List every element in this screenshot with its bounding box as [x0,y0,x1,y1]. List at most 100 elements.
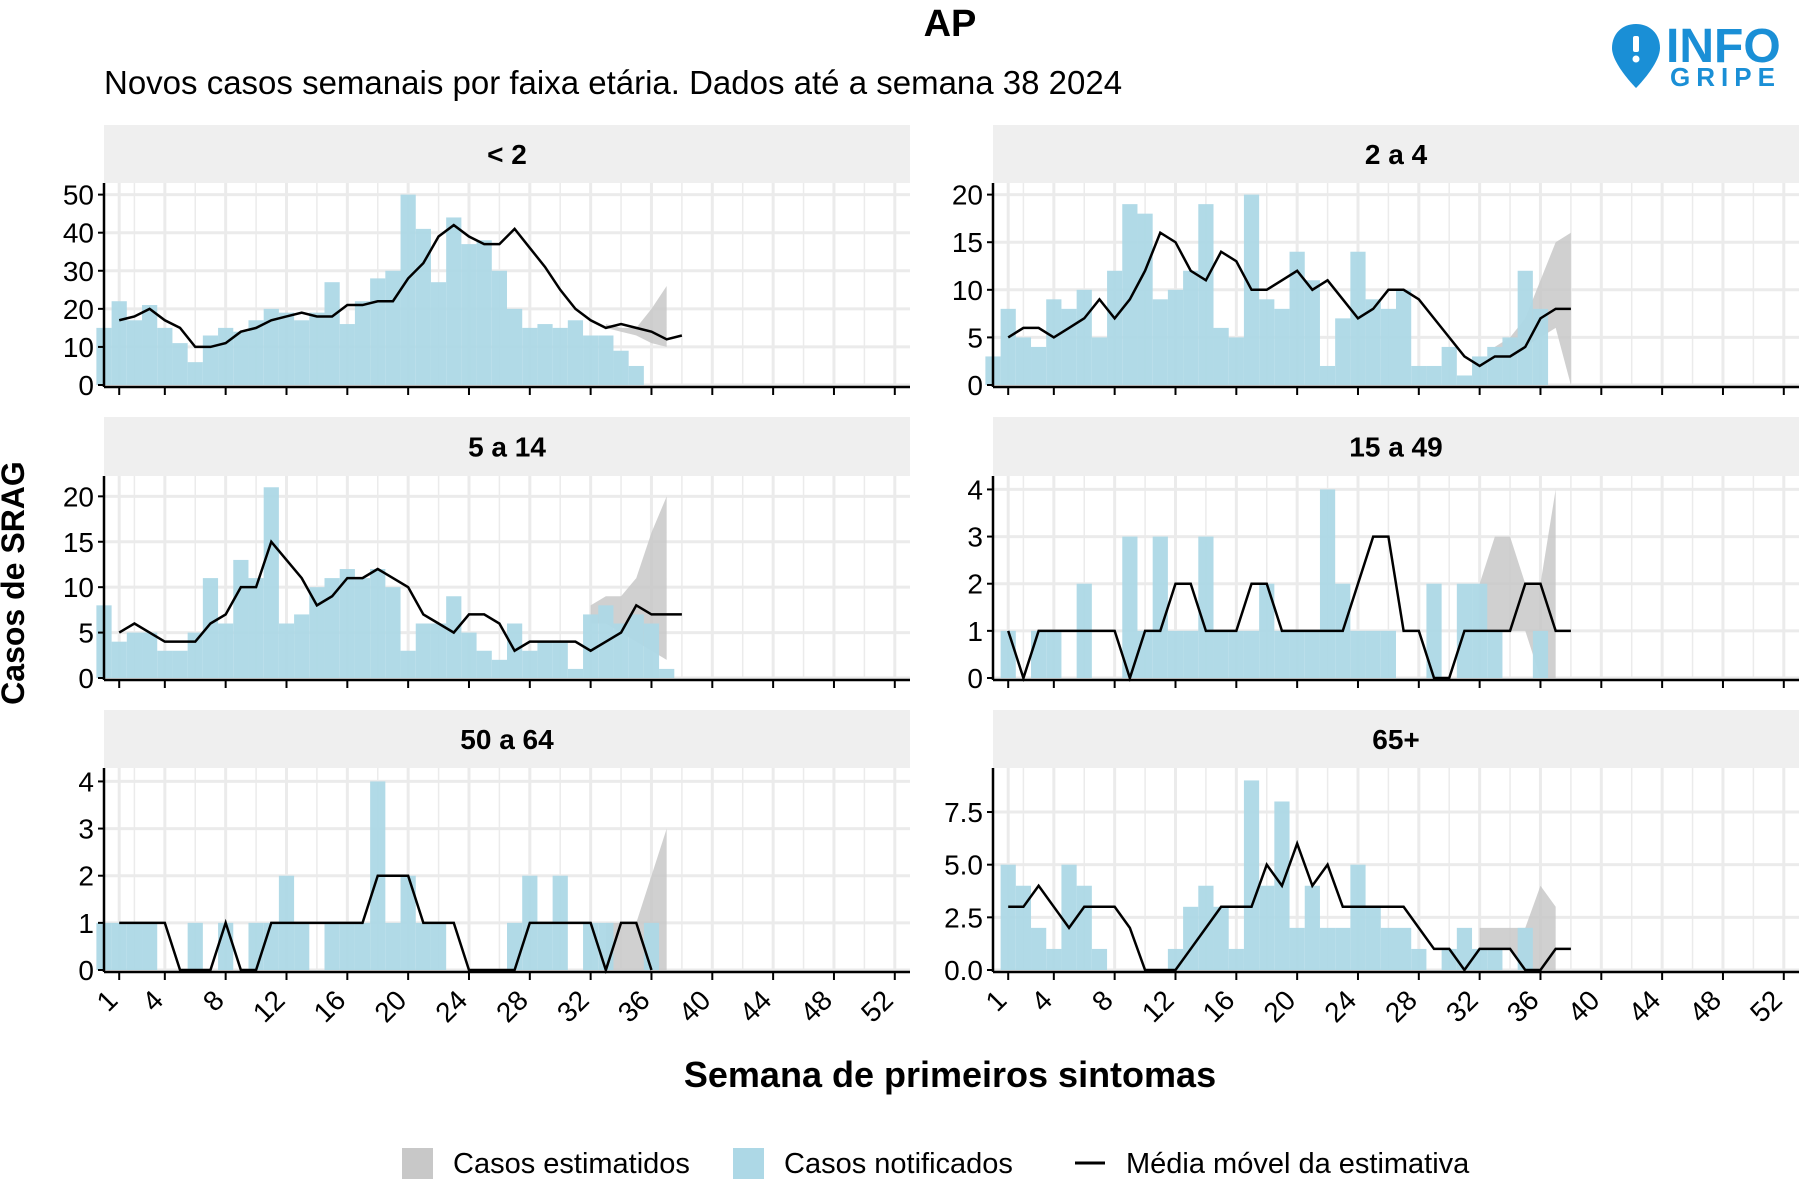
y-tick-label: 3 [967,522,983,553]
x-tick-label: 8 [197,984,230,1017]
bar-notified [1517,927,1533,970]
bar-notified [157,650,173,678]
bar-notified [1335,927,1351,970]
bar-notified [1122,204,1138,385]
bar-notified [1107,270,1123,385]
facet-panel: 2 a 4 0 5 10 15 20 [952,125,1799,401]
bar-notified [400,650,416,678]
bar-notified [1289,630,1305,678]
bar-notified [537,641,553,678]
x-tick-label: 32 [551,984,595,1028]
bar-notified [446,596,462,678]
facet-label: 65+ [1372,724,1420,755]
bar-notified [1487,630,1503,678]
bar-notified [248,578,264,678]
facet-panel: 15 a 49 0 1 2 3 4 [967,417,1799,694]
x-tick-label: 52 [1744,984,1788,1028]
bar-notified [1487,948,1503,970]
y-tick-label: 0 [967,370,983,401]
bar-notified [461,244,477,385]
bar-notified [1380,308,1396,385]
bar-notified [263,922,279,970]
bar-notified [1380,927,1396,970]
bar-notified [263,487,279,678]
bar-notified [598,922,614,970]
bar-notified [309,587,325,678]
bar-notified [1472,356,1488,385]
bar-notified [187,362,203,385]
y-tick-label: 20 [952,180,983,211]
bar-notified [263,308,279,385]
bar-notified [370,278,386,385]
bar-notified [294,614,310,678]
y-tick-label: 20 [63,481,94,512]
bar-notified [248,320,264,385]
bar-notified [1198,536,1214,678]
x-tick-label: 28 [490,984,534,1028]
bar-notified [1487,346,1503,385]
bar-notified [1122,536,1138,678]
facet-label: 50 a 64 [460,724,554,755]
bar-notified [1441,948,1457,970]
x-tick-label: 8 [1086,984,1119,1017]
bar-notified [1365,630,1381,678]
bar-notified [507,922,523,970]
bar-notified [1335,318,1351,385]
bar-notified [1213,327,1229,385]
x-tick-label: 16 [308,984,352,1028]
y-tick-label: 20 [63,294,94,325]
bar-notified [1015,337,1032,385]
bar-notified [537,922,553,970]
bar-notified [157,327,173,385]
y-tick-label: 10 [63,332,94,363]
bar-notified [1183,906,1199,970]
bar-notified [218,623,234,678]
bar-notified [628,365,644,385]
bar-notified [1259,583,1275,678]
bar-notified [1456,927,1473,970]
x-tick-label: 40 [1562,984,1606,1028]
legend-label: Casos notificados [784,1148,1013,1180]
bar-notified [659,668,675,678]
legend-label: Casos estimatidos [453,1148,690,1180]
chart-title: AP [924,3,977,45]
bar-notified [1304,885,1320,970]
bar-notified [370,569,386,678]
bar-notified [507,308,523,385]
legend-key-swatch [402,1148,433,1179]
facet-strip [104,710,910,768]
facet-label: 15 a 49 [1349,432,1442,463]
bar-notified [1396,927,1412,970]
bar-notified [1532,630,1549,678]
y-tick-label: 0 [78,955,94,986]
x-tick-label: 40 [673,984,717,1028]
x-tick-label: 20 [1257,984,1301,1028]
y-tick-label: 5 [967,322,983,353]
bar-notified [1076,885,1092,970]
x-tick-label: 36 [612,984,656,1028]
bar-notified [142,305,158,385]
legend-key-swatch [733,1148,764,1179]
bar-notified [1183,270,1199,385]
moving-average-line [1007,230,1571,368]
y-tick-label: 2.5 [944,902,983,933]
bar-notified [1137,213,1153,385]
bar-notified [1502,337,1518,385]
bar-notified [1046,299,1062,385]
bar-notified [1350,630,1366,678]
bar-notified [1274,308,1290,385]
facet-panel: 65+0.02.55.07.51 4 8 12 16 20 24 28 32 36 40 44 48 52 [944,710,1799,1028]
y-tick-label: 10 [952,275,983,306]
bar-notified [126,632,143,678]
x-tick-label: 4 [1025,984,1058,1017]
x-tick-label: 36 [1501,984,1545,1028]
y-axis-label: Casos de SRAG [0,461,31,705]
bar-notified [1472,948,1488,970]
bar-notified [446,217,462,385]
bar-notified [1091,337,1108,385]
bar-notified [583,335,599,385]
y-tick-label: 1 [967,616,983,647]
bar-notified [294,320,310,385]
bar-notified [1152,536,1168,678]
bar-notified [1289,251,1305,385]
